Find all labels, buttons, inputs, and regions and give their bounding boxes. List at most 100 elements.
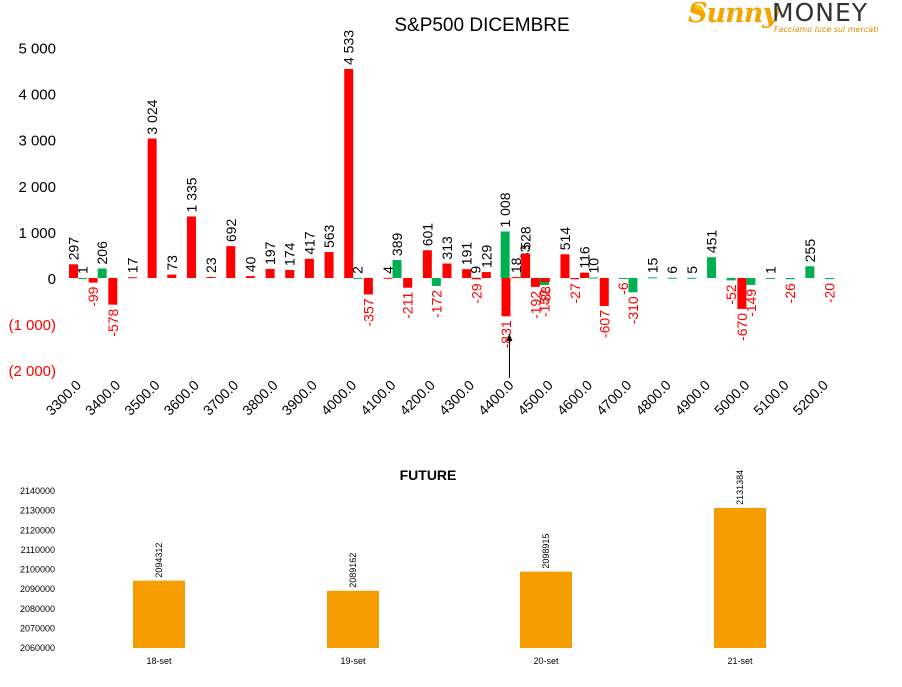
- x-tick-label: 4900.0: [672, 377, 714, 419]
- data-label: 1: [763, 266, 779, 274]
- put-bar: [667, 277, 677, 279]
- data-label: 10: [586, 258, 602, 274]
- data-label: 18: [508, 257, 524, 273]
- call-bar: [521, 253, 531, 278]
- x-tick-label: 21-set: [727, 656, 753, 666]
- data-label: 2098915: [541, 534, 551, 569]
- put-bar: [618, 278, 628, 279]
- data-label: -52: [723, 284, 739, 304]
- data-label: 1 335: [183, 177, 199, 212]
- put-bar: [825, 278, 835, 279]
- future-bar: [520, 571, 572, 648]
- data-label: 174: [282, 242, 298, 266]
- data-label: 417: [301, 231, 317, 255]
- call-bar: [147, 138, 157, 278]
- data-label: -20: [822, 283, 838, 303]
- x-tick-label: 3700.0: [200, 377, 242, 419]
- data-label: 4 533: [341, 30, 357, 65]
- x-tick-label: 20-set: [533, 656, 559, 666]
- data-label: 1: [75, 266, 91, 274]
- y-tick-label: 4 000: [18, 87, 56, 104]
- call-bar: [540, 278, 550, 283]
- data-label: 2131384: [735, 470, 745, 505]
- brand-name-sunny: Sunny: [688, 0, 778, 29]
- data-label: 40: [242, 256, 258, 272]
- put-bar: [353, 277, 363, 279]
- x-tick-label: 4600.0: [554, 377, 596, 419]
- x-tick-label: 19-set: [340, 656, 366, 666]
- data-label: -310: [625, 296, 641, 324]
- data-label: 313: [439, 236, 455, 260]
- data-label: 451: [704, 230, 720, 254]
- x-tick-label: 4200.0: [396, 377, 438, 419]
- call-bar: [560, 254, 570, 278]
- data-label: -192: [527, 291, 543, 319]
- sun-icon: [690, 5, 704, 12]
- call-bar: [88, 278, 98, 283]
- data-label: 73: [164, 255, 180, 271]
- brand-tagline: Facciamo luce sui mercati: [774, 25, 879, 34]
- put-bar: [431, 278, 441, 286]
- chart-title: FUTURE: [400, 467, 457, 483]
- data-label: 9: [468, 266, 484, 274]
- data-label: 5: [684, 266, 700, 274]
- call-bar: [69, 264, 78, 278]
- data-label: 23: [203, 257, 219, 273]
- y-tick-label: 2140000: [20, 486, 55, 496]
- call-bar: [285, 269, 295, 278]
- call-bar: [471, 278, 481, 280]
- data-label: 255: [802, 239, 818, 263]
- call-bar: [570, 278, 580, 280]
- put-bar: [97, 268, 107, 278]
- call-bar: [108, 278, 118, 305]
- call-bar: [599, 278, 609, 306]
- data-label: -670: [734, 313, 750, 341]
- data-label: 197: [262, 241, 278, 265]
- y-tick-label: 0: [48, 271, 56, 288]
- chart-title: S&P500 DICEMBRE: [394, 15, 569, 36]
- data-label: 4: [380, 266, 396, 274]
- y-tick-label: (1 000): [8, 317, 56, 334]
- data-label: 129: [478, 244, 494, 268]
- data-label: 191: [459, 242, 475, 266]
- x-tick-label: 5100.0: [750, 377, 792, 419]
- data-label: -152: [536, 289, 552, 317]
- put-bar: [589, 277, 599, 279]
- y-tick-label: 1 000: [18, 225, 56, 242]
- x-tick-label: 3800.0: [239, 377, 281, 419]
- put-bar: [628, 278, 638, 293]
- data-label: -6: [615, 282, 631, 295]
- call-bar: [186, 216, 196, 278]
- x-tick-label: 3400.0: [82, 377, 124, 419]
- y-tick-label: 2 000: [18, 179, 56, 196]
- y-tick-label: (2 000): [8, 363, 56, 380]
- y-tick-label: 2110000: [21, 545, 55, 555]
- y-tick-label: 2080000: [20, 604, 55, 614]
- call-bar: [501, 278, 511, 317]
- y-tick-label: 2060000: [20, 643, 55, 653]
- data-label: -27: [567, 283, 583, 303]
- x-tick-label: 4100.0: [357, 377, 399, 419]
- data-label: -211: [400, 292, 416, 319]
- data-label: 2094312: [154, 543, 164, 578]
- data-label: -99: [85, 286, 101, 306]
- call-bar: [324, 252, 334, 278]
- call-bar: [167, 274, 177, 278]
- call-bar: [206, 276, 216, 278]
- data-label: -88: [537, 286, 553, 306]
- future-chart: FUTURE 2060000 2070000 2080000 2090000 210000…: [20, 467, 766, 666]
- data-label: -607: [596, 310, 612, 338]
- put-bar: [785, 278, 795, 280]
- put-bar: [392, 260, 402, 278]
- put-bar: [746, 278, 756, 285]
- data-label: 563: [321, 224, 337, 248]
- x-tick-label: 3900.0: [278, 377, 320, 419]
- call-bar: [344, 68, 354, 278]
- y-tick-label: 5 000: [18, 40, 56, 57]
- put-bar: [805, 266, 815, 278]
- data-label: 17: [124, 257, 140, 273]
- data-label: 15: [645, 258, 661, 274]
- y-tick-label: 2090000: [20, 584, 55, 594]
- data-label: 2089162: [348, 553, 358, 588]
